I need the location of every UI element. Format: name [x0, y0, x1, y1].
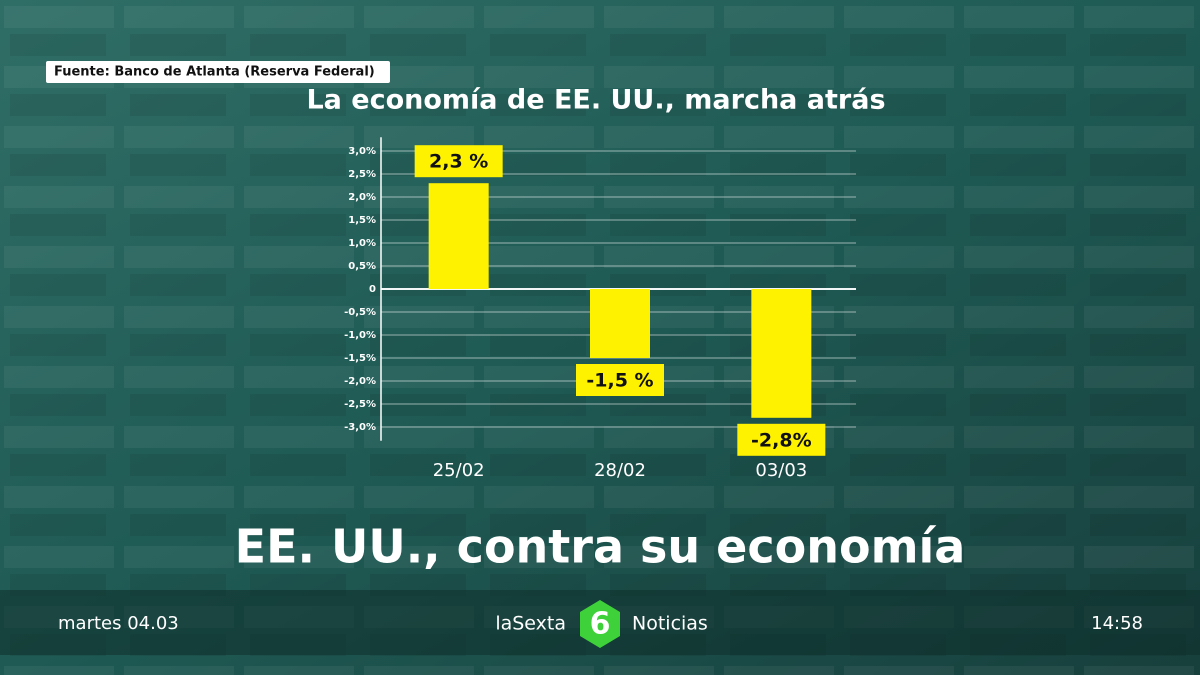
bar — [428, 183, 489, 289]
footer-date: martes 04.03 — [58, 613, 179, 634]
value-label-box — [737, 423, 826, 456]
footer-logo: 6 — [590, 607, 611, 642]
headline: EE. UU., contra su economía — [235, 520, 966, 574]
y-tick-label: 1,5% — [348, 215, 376, 226]
x-tick-label: 03/03 — [755, 460, 807, 481]
plot: 3,0% 2,5% 2,0% 1,5% 1,0% 0,5% 0 -0,5% -1,0% -1,5%… — [344, 137, 856, 481]
value-label-box — [576, 364, 664, 396]
y-tick-label: -1,0% — [344, 330, 376, 341]
footer-program: Noticias — [632, 613, 708, 635]
x-tick-label: 28/02 — [594, 460, 646, 481]
source-box — [46, 61, 390, 83]
y-tick-label: -2,0% — [344, 376, 376, 387]
x-tick-label: 25/02 — [433, 460, 485, 481]
value-label: -2,8% — [751, 429, 812, 451]
source: Fuente: Banco de Atlanta (Reserva Federa… — [54, 65, 375, 80]
value-label-box — [414, 145, 503, 178]
y-tick-label: 2,5% — [348, 169, 376, 180]
y-tick-label: 0,5% — [348, 261, 376, 272]
chart-title: La economía de EE. UU., marcha atrás — [306, 85, 885, 116]
bar — [590, 289, 650, 358]
bar — [751, 289, 812, 418]
y-tick-label: -0,5% — [344, 307, 376, 318]
logo-hexagon — [580, 600, 620, 648]
y-tick-label: 2,0% — [348, 192, 376, 203]
value-label: -1,5 % — [586, 370, 653, 392]
footer-time: 14:58 — [1091, 613, 1143, 634]
y-tick-label: 1,0% — [348, 238, 376, 249]
y-tick-label: 3,0% — [348, 146, 376, 157]
y-tick-label: 0 — [369, 284, 376, 295]
footer-brand: laSexta — [495, 613, 566, 635]
y-tick-label: -1,5% — [344, 353, 376, 364]
y-tick-label: -2,5% — [344, 399, 376, 410]
value-label: 2,3 % — [429, 151, 488, 173]
y-tick-label: -3,0% — [344, 422, 376, 433]
